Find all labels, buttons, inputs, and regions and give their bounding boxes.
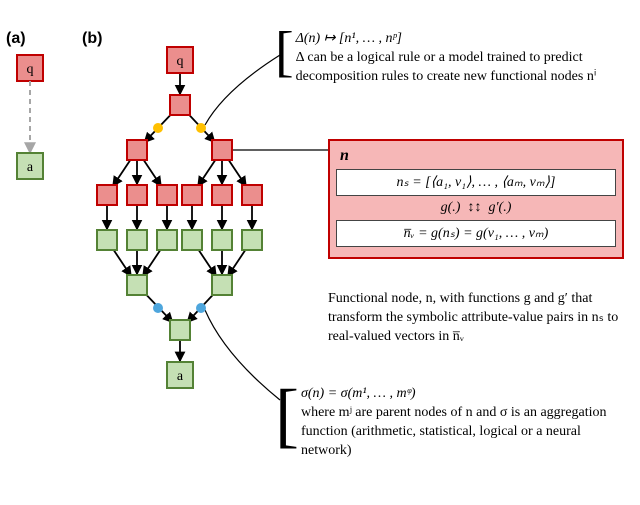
panel-label-b: (b) [82,30,102,48]
delta-annotation: [ Δ(n) ↦ [n¹, … , nᵖ] Δ can be a logical… [275,30,620,87]
ns-formula: nₛ = [⟨a₁, v₁⟩, … , ⟨aₘ, vₘ⟩] [336,169,616,196]
delta-text: Δ can be a logical rule or a model train… [296,49,620,87]
panel-caption: Functional node, n, with functions g and… [328,290,628,347]
g-arrows: g(.) ↕↕ g′(.) [336,200,616,216]
svg-text:a: a [177,369,184,384]
svg-text:q: q [27,62,34,77]
nv-formula: n̅ᵥ = g(nₛ) = g(v₁, … , vₘ) [336,220,616,247]
sigma-formula: σ(n) = σ(m¹, … , mᵠ) [301,386,416,401]
sigma-text: where mʲ are parent nodes of n and σ is … [301,404,620,461]
panel-label-a: (a) [6,30,26,48]
delta-formula: Δ(n) ↦ [n¹, … , nᵖ] [296,31,402,46]
sigma-annotation: [ σ(n) = σ(m¹, … , mᵠ) where mʲ are pare… [275,385,620,461]
node-panel: n nₛ = [⟨a₁, v₁⟩, … , ⟨aₘ, vₘ⟩] g(.) ↕↕ … [328,139,624,259]
svg-text:a: a [27,160,34,175]
svg-text:q: q [177,54,184,69]
panel-title: n [340,147,616,165]
